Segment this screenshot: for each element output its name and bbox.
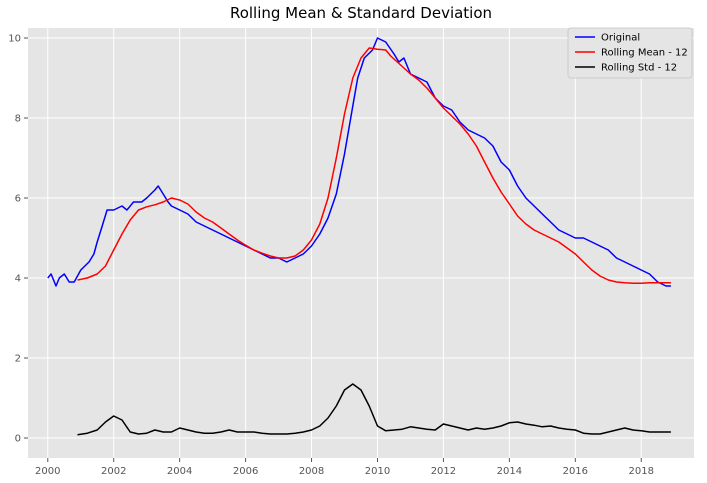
y-tick-label: 6 [15,194,21,205]
series-line-rolling-std-12 [77,383,671,436]
x-tick-label: 2012 [431,466,456,477]
legend-box [567,27,693,79]
legend-label: Rolling Mean - 12 [601,48,688,59]
x-tick-label: 2002 [101,466,126,477]
x-tick-label: 2016 [563,466,588,477]
y-tick-label: 0 [15,434,21,445]
legend-label: Original [601,33,640,44]
y-tick-label: 10 [8,34,21,45]
y-tick-label: 8 [15,114,21,125]
x-tick-label: 2008 [299,466,324,477]
x-tick-label: 2006 [233,466,258,477]
series-line-rolling-mean-12 [77,47,671,284]
y-tick-label: 2 [15,354,21,365]
data-lines [47,37,671,436]
gridlines [28,28,694,458]
x-tick-label: 2018 [629,466,654,477]
chart-title: Rolling Mean & Standard Deviation [230,4,492,22]
x-tick-label: 2014 [497,466,522,477]
y-tick-label: 4 [15,274,21,285]
x-tick-label: 2004 [167,466,192,477]
x-tick-label: 2000 [35,466,60,477]
legend: Original Rolling Mean - 12 Rolling Std - 1… [567,27,693,79]
plot-background [28,28,694,458]
x-tick-label: 2010 [365,466,390,477]
legend-label: Rolling Std - 12 [601,63,677,74]
series-line-original [47,37,671,287]
axis-ticks: 2000 2002 2004 2006 2008 2010 2012 2014 2016 2018… [8,34,654,478]
